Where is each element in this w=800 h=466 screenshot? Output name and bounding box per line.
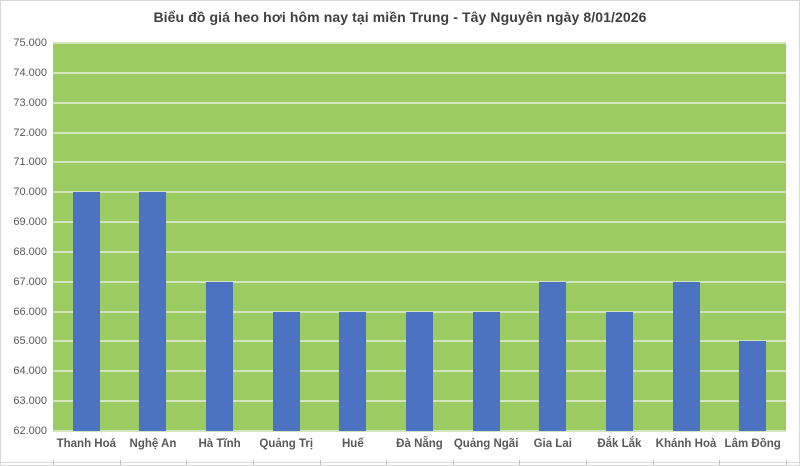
bar [472,311,500,431]
y-axis-tick-label: 72.000 [13,126,47,139]
y-axis-tick-label: 69.000 [13,216,47,229]
y-axis-tick-label: 67.000 [13,275,47,288]
y-axis-tick-label: 75.000 [13,37,47,49]
bar [605,311,633,431]
y-axis-tick-label: 68.000 [13,245,47,258]
axis-tick [786,460,787,465]
bar [539,281,567,431]
plot-area [53,42,786,432]
bar [672,281,700,431]
axis-tick [252,460,254,465]
x-axis-label: Gia Lai [533,438,572,450]
gridline [53,280,786,283]
x-axis-label: Quảng Ngãi [453,438,519,450]
axis-tick [719,460,721,465]
x-axis-label: Đắk Lắk [597,438,642,450]
bar [406,311,433,431]
bar [272,311,300,431]
bar [72,192,100,431]
axis-tick [519,460,521,465]
x-axis-label: Đà Nẵng [396,438,443,450]
x-axis-label: Lâm Đồng [724,438,781,450]
bar [139,192,167,431]
x-axis-label: Hà Tĩnh [198,438,241,450]
y-axis-tick-label: 70.000 [13,186,47,199]
x-axis-label: Quảng Trị [259,438,314,450]
y-axis-tick-label: 73.000 [13,96,47,109]
gridline [53,71,786,74]
y-axis-tick-label: 63.000 [13,395,47,408]
axis-tick [53,460,54,465]
axis-tick [586,460,588,465]
x-axis-label: Thanh Hoá [56,438,117,450]
axis-tick [319,460,321,465]
category-axis-line [1,462,799,463]
gridline [53,310,786,313]
bar [206,281,234,431]
gridline [53,221,786,224]
y-axis-tick-label: 62.000 [13,425,47,437]
x-axis-label: Khánh Hoà [655,438,717,450]
gridline [53,42,786,44]
gridline [53,250,786,253]
gridline [53,101,786,104]
chart-title: Biểu đồ giá heo hơi hôm nay tại miền Tru… [153,9,647,25]
bar [739,341,767,431]
y-axis-tick-label: 74.000 [13,66,47,79]
y-axis-tick-label: 71.000 [13,156,47,169]
axis-tick [386,460,388,465]
gridline [53,191,786,194]
y-axis-tick-label: 64.000 [13,365,47,378]
gridline [53,161,786,164]
axis-tick [186,460,188,465]
x-axis-label: Huế [341,438,364,450]
gridline [53,430,786,432]
axis-tick [119,460,121,465]
axis-tick [652,460,654,465]
bar [339,311,367,431]
y-axis-tick-label: 65.000 [13,335,47,348]
y-axis-tick-label: 66.000 [13,305,47,318]
x-axis-label: Nghệ An [129,438,177,450]
axis-tick [452,460,454,465]
gridline [53,131,786,134]
